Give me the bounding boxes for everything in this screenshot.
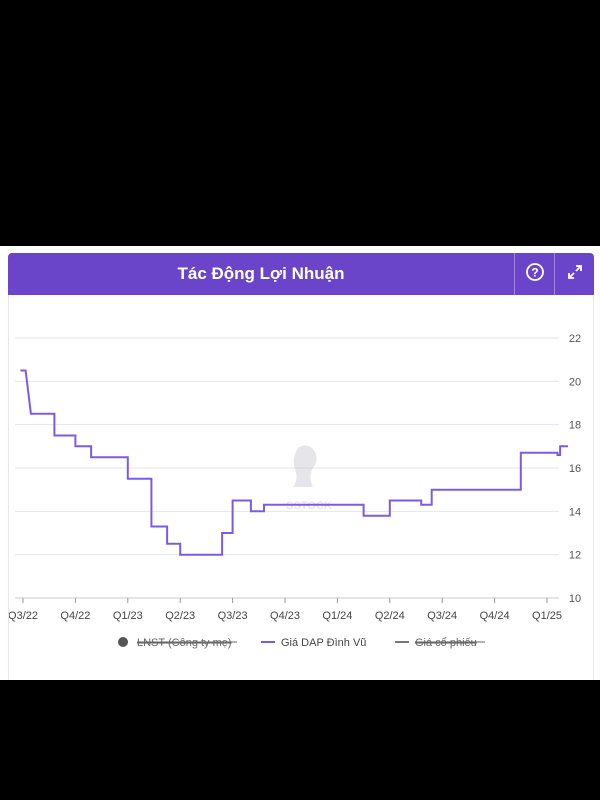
legend-item[interactable]: Giá cổ phiếu [395, 637, 485, 649]
help-button[interactable]: ? [514, 253, 555, 295]
x-tick-label: Q3/24 [427, 610, 457, 622]
x-tick-label: Q3/23 [218, 610, 248, 622]
x-tick-label: Q3/22 [9, 610, 38, 622]
x-tick-label: Q2/23 [165, 610, 195, 622]
x-tick-label: Q1/25 [532, 610, 562, 622]
question-circle-icon: ? [525, 262, 545, 287]
panel-header: Tác Động Lợi Nhuận ? [8, 253, 594, 295]
x-tick-label: Q1/24 [322, 610, 352, 622]
svg-text:?: ? [531, 265, 538, 279]
x-tick-label: Q2/24 [375, 610, 405, 622]
expand-button[interactable] [554, 253, 595, 295]
x-tick-label: Q1/23 [113, 610, 143, 622]
legend-label: LNST (Công ty mẹ) [137, 637, 232, 649]
y-tick-label: 22 [569, 333, 581, 345]
y-tick-label: 12 [569, 550, 581, 562]
legend-label: Giá cổ phiếu [415, 637, 477, 649]
chart-panel: Tác Động Lợi Nhuận ? SSTOCK [0, 246, 600, 680]
y-tick-label: 14 [569, 506, 581, 518]
x-tick-label: Q4/24 [480, 610, 510, 622]
legend-label: Giá DAP Đình Vũ [281, 637, 366, 649]
svg-text:SSTOCK: SSTOCK [286, 500, 332, 512]
expand-arrows-icon [567, 264, 583, 285]
y-tick-label: 20 [569, 376, 581, 388]
series-line-gia-dap-dinh-vu[interactable] [20, 369, 568, 556]
y-tick-label: 10 [569, 593, 581, 605]
y-tick-label: 18 [569, 420, 581, 432]
sstock-watermark: SSTOCK [286, 445, 332, 512]
chart-area: SSTOCK 10 12 14 16 18 20 22 Q3/22 Q4/22 Q1/23 Q2/2… [8, 295, 594, 680]
legend-dot-icon [118, 637, 128, 647]
y-tick-label: 16 [569, 463, 581, 475]
x-tick-label: Q4/23 [270, 610, 300, 622]
x-tick-label: Q4/22 [60, 610, 90, 622]
legend-item[interactable]: LNST (Công ty mẹ) [118, 637, 237, 649]
chart-legend: LNST (Công ty mẹ) Giá DAP Đình Vũ Giá cổ p… [118, 637, 485, 649]
line-chart: SSTOCK 10 12 14 16 18 20 22 Q3/22 Q4/22 Q1/23 Q2/2… [8, 333, 581, 649]
legend-item[interactable]: Giá DAP Đình Vũ [261, 637, 366, 649]
panel-title: Tác Động Lợi Nhuận [177, 264, 345, 283]
